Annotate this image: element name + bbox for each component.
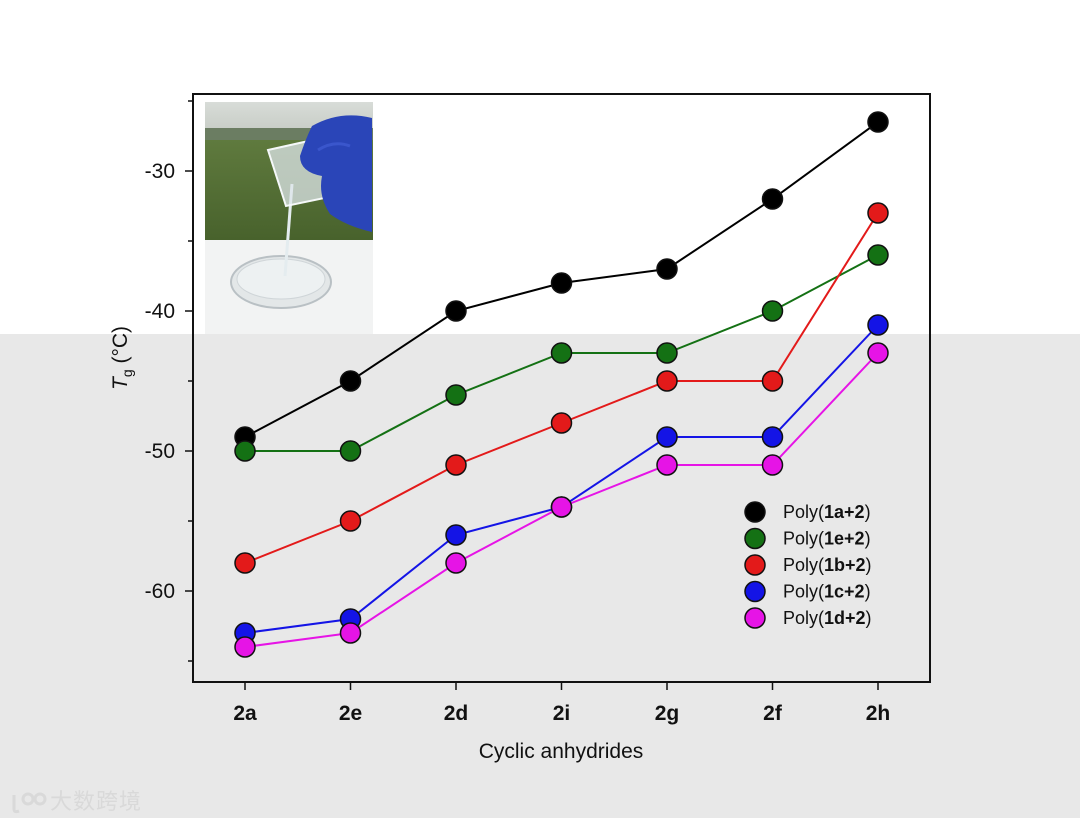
legend-label-bold: 1e+2: [824, 529, 865, 549]
legend-label-suffix: ): [865, 502, 871, 522]
inset-photo: [205, 102, 373, 334]
legend-label-suffix: ): [865, 529, 871, 549]
watermark-logo-icon: [12, 792, 47, 814]
legend: Poly(1a+2)Poly(1e+2)Poly(1b+2)Poly(1c+2)…: [744, 501, 872, 629]
legend-label-prefix: Poly(: [783, 502, 824, 522]
data-point: [656, 426, 678, 448]
watermark: 大数跨境: [10, 784, 142, 816]
legend-marker: [744, 580, 766, 603]
data-point: [761, 454, 784, 476]
legend-label: Poly(1b+2): [783, 555, 872, 575]
legend-label-bold: 1a+2: [824, 502, 865, 522]
data-point: [234, 440, 256, 462]
legend-label-bold: 1b+2: [824, 555, 866, 575]
x-tick-label: 2d: [444, 702, 469, 725]
data-point: [761, 188, 784, 210]
series-1b-plus-2: [234, 202, 889, 574]
data-point: [867, 111, 889, 133]
series-layer: [234, 111, 889, 658]
legend-label-prefix: Poly(: [783, 529, 824, 549]
data-point: [339, 370, 362, 392]
y-axis-title-symbol: T: [109, 375, 132, 390]
data-point: [656, 454, 678, 476]
legend-marker: [744, 554, 766, 576]
data-point: [656, 370, 678, 392]
legend-label-suffix: ): [866, 555, 872, 575]
data-point: [867, 342, 889, 364]
y-axis-title-unit: (°C): [109, 326, 132, 369]
data-point: [550, 412, 573, 434]
y-axis-title: Tg (°C): [109, 326, 135, 390]
y-axis-ticks: -60 -50 -40 -30: [145, 100, 193, 662]
legend-label-bold: 1d+2: [824, 608, 866, 628]
legend-marker: [744, 527, 766, 550]
data-point: [234, 552, 256, 574]
data-point: [550, 496, 573, 518]
legend-label-prefix: Poly(: [783, 555, 824, 575]
data-point: [445, 454, 467, 476]
legend-label: Poly(1a+2): [783, 502, 871, 522]
data-point: [445, 552, 467, 574]
y-tick-label: -50: [145, 440, 175, 463]
data-point: [761, 426, 784, 448]
x-axis-ticks: 2a 2e 2d 2i 2g 2f 2h: [233, 682, 890, 725]
data-point: [550, 342, 573, 364]
legend-label: Poly(1c+2): [783, 582, 871, 602]
watermark-text: 大数跨境: [50, 790, 143, 815]
data-point: [761, 300, 784, 322]
x-axis-title: Cyclic anhydrides: [479, 740, 644, 763]
y-tick-label: -30: [145, 160, 175, 183]
series-1d-plus-2: [234, 342, 889, 658]
x-tick-label: 2a: [233, 702, 257, 725]
data-point: [445, 384, 467, 406]
y-axis-title-subscript: g: [119, 369, 135, 377]
legend-marker: [744, 607, 766, 629]
y-tick-label: -40: [145, 300, 175, 323]
data-point: [445, 524, 467, 546]
x-tick-label: 2f: [763, 702, 783, 725]
data-point: [445, 300, 467, 322]
data-point: [656, 342, 678, 364]
y-tick-label: -60: [145, 580, 175, 603]
legend-marker: [744, 501, 766, 523]
background-band: [0, 334, 1080, 818]
legend-label-suffix: ): [865, 582, 871, 602]
data-point: [867, 314, 889, 336]
x-tick-label: 2e: [339, 702, 362, 725]
x-tick-label: 2g: [655, 702, 680, 725]
data-point: [550, 272, 573, 294]
data-point: [656, 258, 678, 280]
legend-label-prefix: Poly(: [783, 582, 824, 602]
legend-label-suffix: ): [866, 608, 872, 628]
data-point: [339, 622, 362, 644]
legend-label-prefix: Poly(: [783, 608, 824, 628]
data-point: [867, 244, 889, 266]
data-point: [867, 202, 889, 224]
legend-label: Poly(1e+2): [783, 529, 871, 549]
data-point: [234, 636, 256, 658]
data-point: [339, 440, 362, 462]
data-point: [339, 510, 362, 532]
x-tick-label: 2h: [866, 702, 891, 725]
data-point: [761, 370, 784, 392]
series-1e-plus-2: [234, 244, 889, 462]
legend-label: Poly(1d+2): [783, 608, 872, 628]
legend-label-bold: 1c+2: [824, 582, 865, 602]
x-tick-label: 2i: [553, 702, 571, 725]
